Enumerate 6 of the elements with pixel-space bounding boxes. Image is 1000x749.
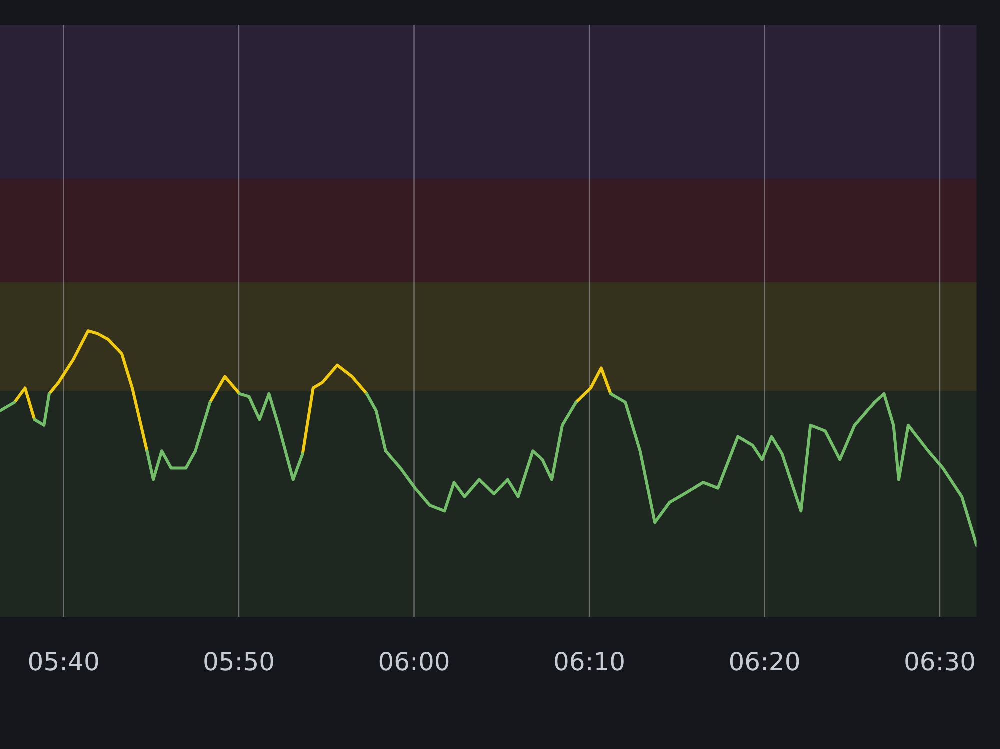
x-tick-label: 06:20 — [728, 648, 801, 676]
x-tick-label: 06:10 — [554, 648, 626, 676]
x-tick-label: 05:50 — [202, 648, 276, 676]
x-tick-label: 05:40 — [28, 648, 100, 676]
x-tick-label: 06:30 — [904, 648, 976, 676]
x-tick-label: 06:00 — [378, 648, 450, 676]
